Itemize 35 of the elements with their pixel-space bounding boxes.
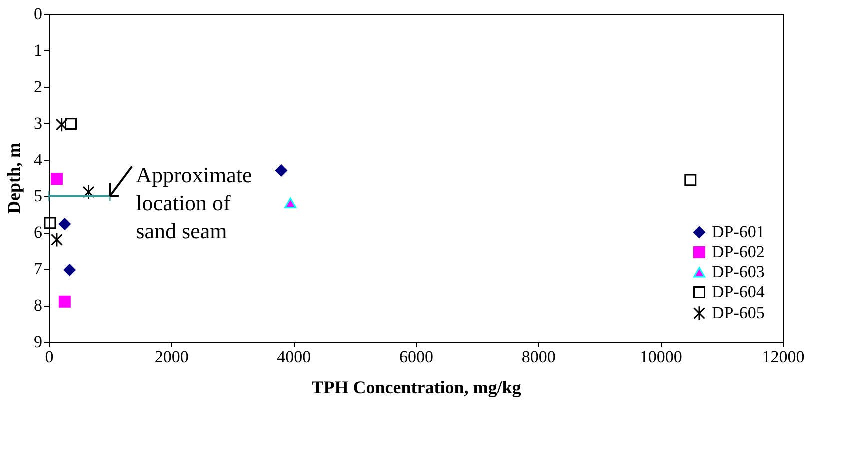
x-tick-label: 10000 (640, 348, 682, 366)
point (58, 296, 71, 308)
point (82, 184, 95, 200)
legend-label: DP-603 (712, 262, 765, 282)
y-tick-label: 1 (34, 40, 42, 60)
point (50, 173, 63, 186)
x-tick-label: 6000 (400, 348, 434, 366)
point (64, 264, 76, 276)
x-tick-label: 12000 (762, 348, 805, 366)
y-axis-title: Depth, m (4, 142, 24, 214)
y-tick-label: 8 (34, 296, 42, 316)
x-tick-label: 2000 (154, 348, 189, 366)
y-tick-label: 9 (34, 332, 42, 352)
point (684, 174, 697, 186)
y-tick-label: 3 (34, 114, 42, 133)
point (65, 118, 78, 130)
annotation: Approximate location of sand seam (136, 162, 252, 244)
legend-label: DP-604 (712, 282, 766, 302)
legend-label: DP-602 (712, 242, 765, 262)
y-tick-label: 4 (34, 150, 43, 170)
x-tick-label: 4000 (277, 348, 312, 366)
point (284, 198, 297, 208)
y-tick-label: 0 (34, 4, 42, 24)
point (275, 164, 288, 177)
y-tick-label: 2 (34, 77, 42, 96)
y-tick-label: 5 (34, 186, 42, 206)
legend-label: DP-605 (712, 304, 765, 322)
x-tick-label: 8000 (522, 348, 556, 366)
y-tick-label: 6 (34, 223, 42, 242)
y-tick-label: 7 (34, 260, 43, 279)
legend-label: DP-601 (712, 222, 765, 242)
point (56, 117, 68, 132)
point (58, 218, 71, 230)
point (44, 217, 56, 230)
x-axis-title: TPH Concentration, mg/kg (312, 378, 522, 398)
